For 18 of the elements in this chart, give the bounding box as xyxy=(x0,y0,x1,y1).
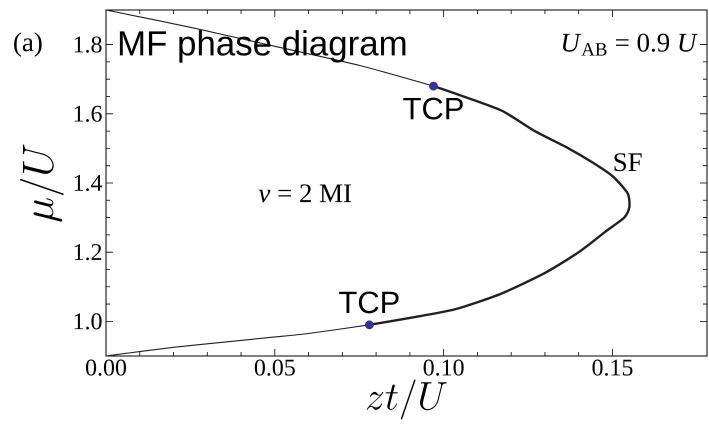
y-tick-label: 1.0 xyxy=(74,313,102,330)
x-tick-label: 0.00 xyxy=(86,360,126,376)
annotation: TCP xyxy=(403,98,463,120)
y-tick-label: 1.8 xyxy=(74,36,102,53)
x-axis-title: $zt/U$ xyxy=(366,380,447,420)
annotation: U$_{AB}$ = 0.9 U xyxy=(562,34,698,56)
y-tick-label: 1.6 xyxy=(74,106,102,122)
annotation: SF xyxy=(614,153,642,172)
y-tick-label: 1.2 xyxy=(74,244,102,260)
x-tick-label: 0.10 xyxy=(424,360,464,376)
annotation: TCP xyxy=(339,291,399,314)
annotation: ν = 2 MI xyxy=(258,184,352,202)
annotation: MF phase diagram xyxy=(120,30,406,63)
x-tick-label: 0.05 xyxy=(254,360,295,376)
y-tick-label: 1.4 xyxy=(74,174,102,192)
x-tick-label: 0.15 xyxy=(592,360,632,376)
text: (a) xyxy=(14,32,42,57)
y-axis-title: $\mu/U$ xyxy=(20,144,64,222)
